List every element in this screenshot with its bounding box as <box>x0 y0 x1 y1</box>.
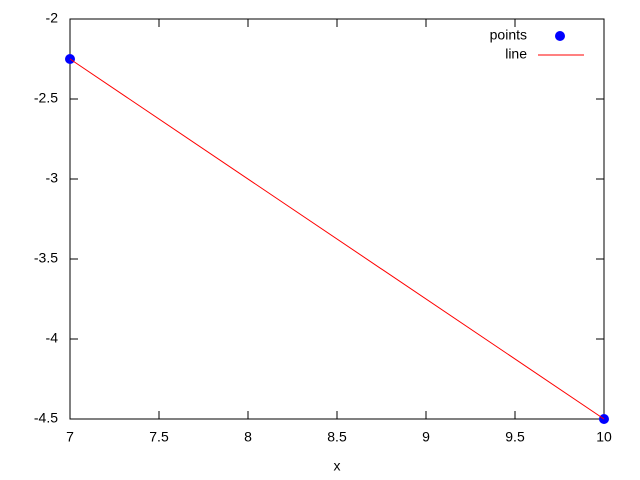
y-tick-label: -3 <box>46 170 59 186</box>
x-tick-label: 8 <box>244 429 252 445</box>
x-tick-label: 7 <box>66 429 74 445</box>
y-tick-label: -2 <box>46 10 59 26</box>
legend-label: points <box>490 27 527 43</box>
x-tick-label: 10 <box>596 429 612 445</box>
plot-border <box>69 18 605 420</box>
x-tick-label: 8.5 <box>327 429 347 445</box>
line <box>69 58 605 420</box>
x-tick-label: 7.5 <box>149 429 169 445</box>
y-tick-label: -4.5 <box>34 410 58 426</box>
legend-label: line <box>505 46 527 62</box>
y-tick-label: -4 <box>46 330 59 346</box>
x-tick-label: 9.5 <box>505 429 525 445</box>
x-axis-label: x <box>334 458 341 474</box>
x-tick-label: 9 <box>422 429 430 445</box>
legend-marker <box>555 31 565 41</box>
y-tick-label: -2.5 <box>34 90 58 106</box>
y-tick-label: -3.5 <box>34 250 58 266</box>
